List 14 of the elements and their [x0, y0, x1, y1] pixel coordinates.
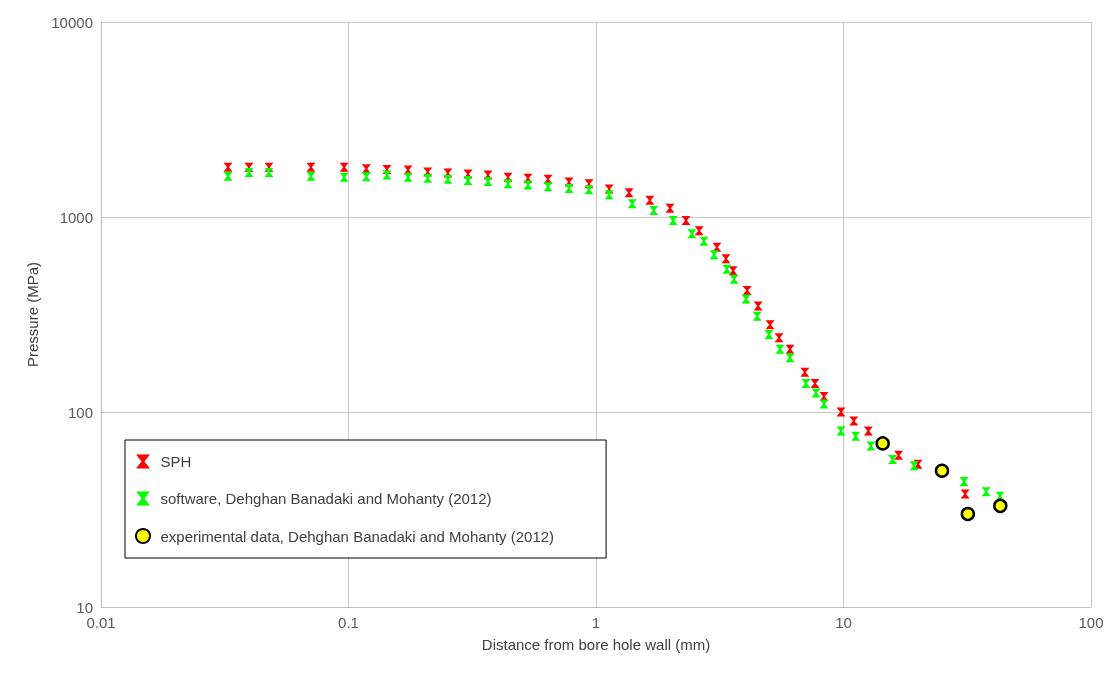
legend-label: SPH [160, 453, 192, 470]
y-tick-label: 100 [67, 403, 93, 421]
y-tick-label: 10000 [51, 13, 93, 31]
y-axis-title: Pressure (MPa) [24, 261, 42, 368]
x-tick-label: 0.01 [86, 614, 116, 631]
x-axis-title: Distance from bore hole wall (mm) [481, 636, 711, 653]
x-tick-label: 100 [1078, 614, 1104, 631]
legend-label: experimental data, Dehghan Banadaki and Mohanty (2012) [160, 527, 555, 545]
x-tick-label: 0.1 [338, 614, 359, 631]
y-tick-label: 10 [76, 598, 93, 616]
y-tick-label: 1000 [59, 208, 93, 226]
legend-label: software, Dehghan Banadaki and Mohanty (2012) [160, 490, 492, 507]
x-tick-label: 1 [591, 614, 601, 631]
x-tick-label: 10 [835, 614, 852, 631]
